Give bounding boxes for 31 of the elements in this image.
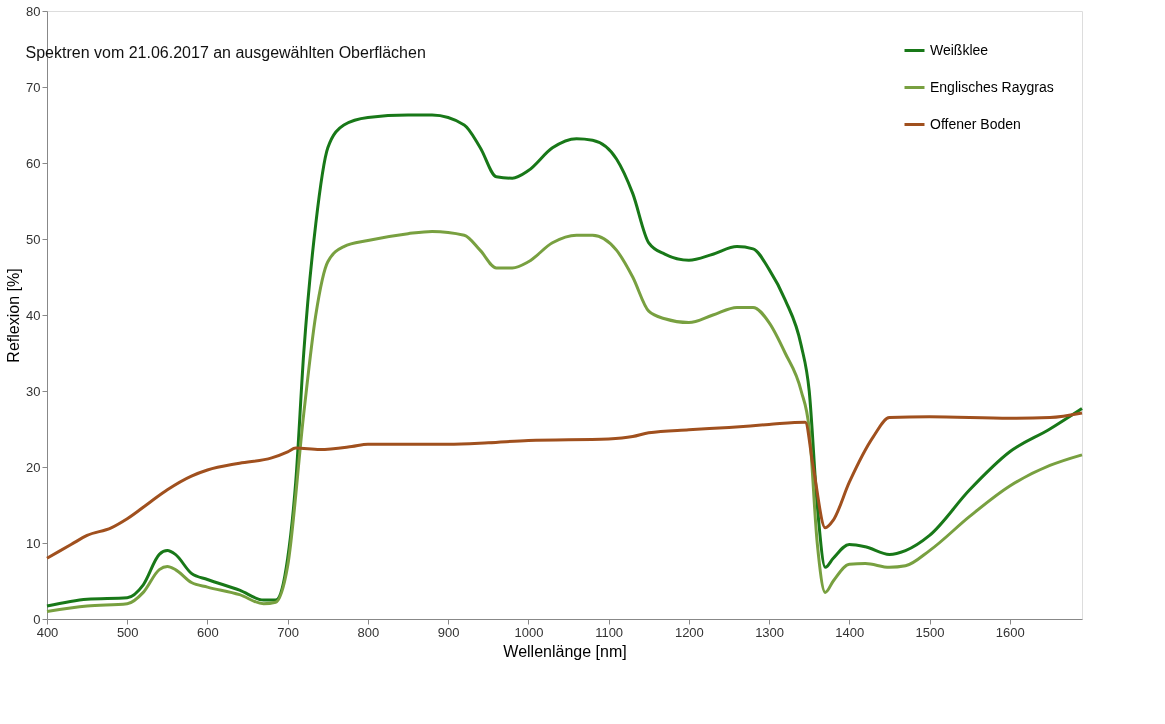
x-tick-label: 400 (36, 624, 59, 640)
x-tick-label: 600 (197, 624, 219, 640)
x-tick-label: 1400 (835, 624, 865, 640)
x-tick-label: 1100 (595, 624, 624, 640)
x-axis-title: Wellenlänge [nm] (503, 642, 627, 660)
y-tick-label: 30 (26, 383, 41, 399)
y-tick-label: 0 (33, 611, 41, 627)
x-tick-label: 1500 (915, 624, 945, 640)
y-tick-label: 70 (26, 79, 41, 95)
y-tick-label: 80 (26, 3, 41, 19)
y-tick-label: 60 (26, 155, 41, 171)
x-tick-label: 1200 (674, 624, 704, 640)
legend-label: Englisches Raygras (930, 78, 1054, 95)
x-tick-label: 1600 (995, 624, 1025, 640)
line-series (45, 229, 1084, 613)
y-tick-label: 50 (26, 231, 41, 247)
y-tick-label: 10 (26, 535, 41, 551)
line-series (45, 411, 1084, 560)
legend-label: Weißklee (930, 41, 989, 58)
legend-label: Offener Boden (930, 115, 1021, 132)
x-tick-label: 700 (277, 624, 300, 640)
y-axis-title: Reflexion [%] (5, 268, 23, 363)
text: Spektren vom 21.06.2017 an ausgewählten Oberflächen (25, 44, 426, 61)
x-tick-label: 1300 (755, 624, 785, 640)
x-tick-label: 500 (116, 624, 139, 640)
y-tick-label: 20 (26, 459, 41, 475)
x-tick-label: 1000 (514, 624, 544, 640)
x-tick-label: 800 (357, 624, 380, 640)
line-series (45, 113, 1084, 608)
y-tick-label: 40 (26, 307, 41, 323)
x-tick-label: 900 (437, 624, 460, 640)
